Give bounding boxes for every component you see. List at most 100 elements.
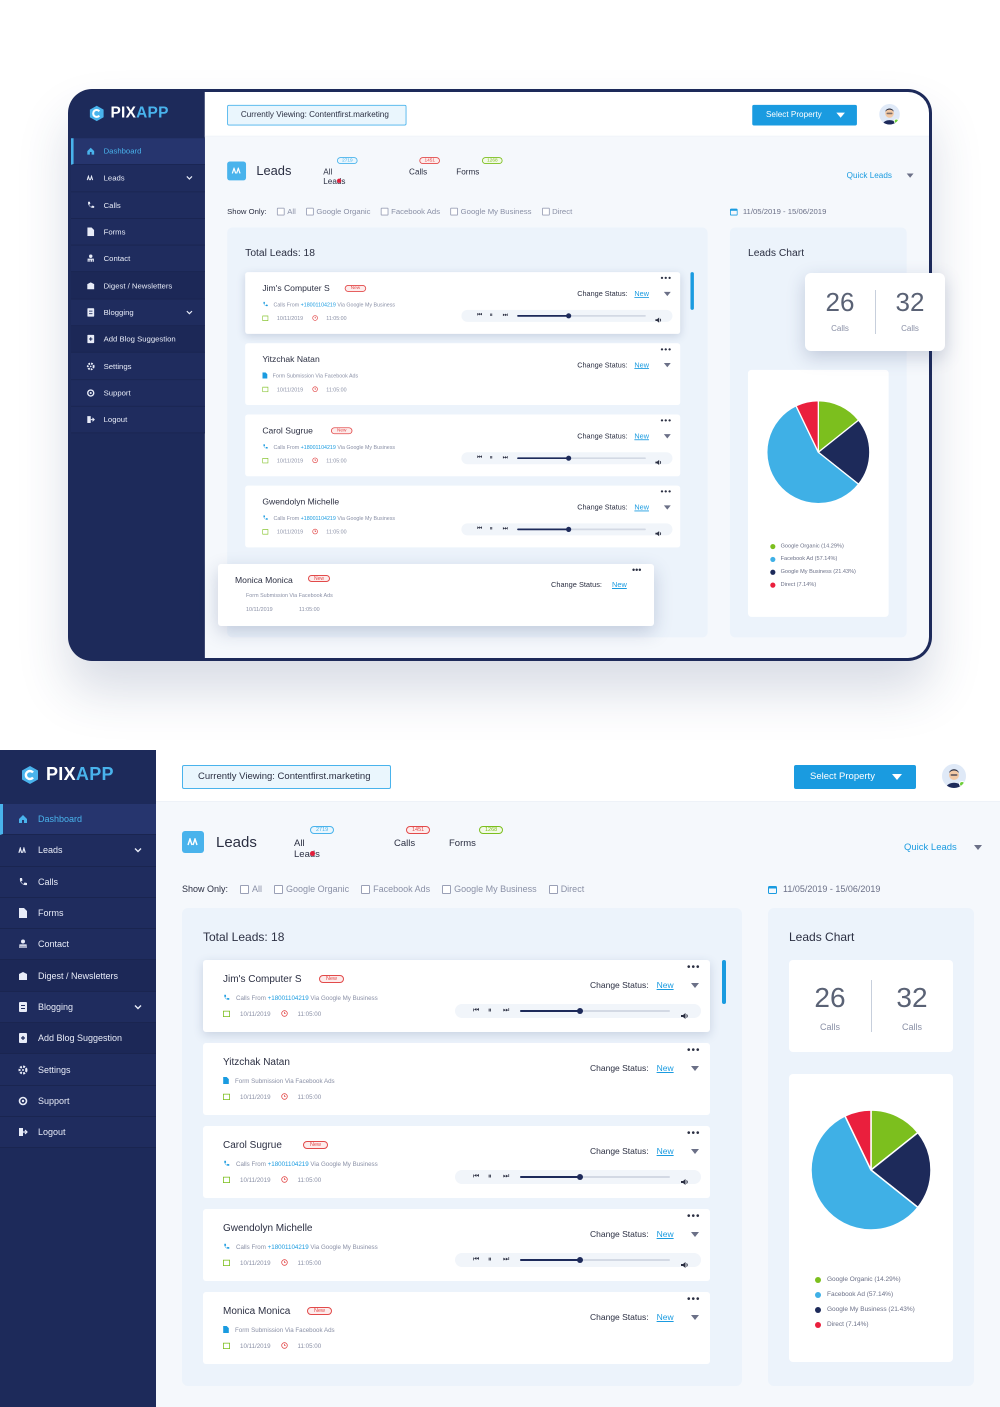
sidebar-item-settings[interactable]: Settings — [0, 1054, 156, 1086]
volume-icon[interactable] — [681, 1007, 689, 1019]
audio-progress-knob[interactable] — [566, 313, 572, 319]
filter-checkbox-direct[interactable]: Direct — [548, 884, 584, 894]
phone-number[interactable]: +18001104219 — [300, 515, 336, 522]
status-caret-icon[interactable] — [663, 291, 671, 297]
sidebar-item-digest-newsletters[interactable]: Digest / Newsletters — [0, 960, 156, 992]
more-options-icon[interactable]: ••• — [687, 1128, 701, 1139]
tab-all-leads[interactable]: All Leads 2719 — [323, 157, 358, 186]
pause-icon[interactable]: ⏸ — [489, 454, 493, 461]
tab-calls[interactable]: Calls 1451 — [394, 826, 431, 849]
volume-icon[interactable] — [655, 312, 662, 323]
volume-icon[interactable] — [655, 526, 662, 537]
tab-calls[interactable]: Calls 1451 — [409, 157, 441, 177]
chevron-down-icon[interactable] — [134, 1003, 142, 1011]
status-value-link[interactable]: New — [656, 1146, 674, 1156]
volume-icon[interactable] — [655, 455, 662, 466]
pause-icon[interactable]: ⏸ — [488, 1173, 492, 1180]
next-icon[interactable]: ⏭ — [503, 1007, 510, 1014]
floating-lead-card[interactable]: Monica Monica New Form Submission Via Face… — [218, 564, 654, 626]
audio-progress-track[interactable] — [517, 526, 646, 532]
sidebar-item-calls[interactable]: Calls — [0, 866, 156, 898]
sidebar-item-add-blog-suggestion[interactable]: Add Blog Suggestion — [0, 1023, 156, 1055]
status-caret-icon[interactable] — [663, 363, 671, 368]
more-options-icon[interactable]: ••• — [660, 487, 673, 497]
quick-leads-dropdown[interactable]: Quick Leads — [847, 171, 914, 180]
sidebar-item-digest-newsletters[interactable]: Digest / Newsletters — [71, 272, 205, 300]
sidebar-item-forms[interactable]: Forms — [0, 897, 156, 930]
currently-viewing-box[interactable]: Currently Viewing: Contentfirst.marketin… — [227, 104, 407, 126]
filter-checkbox-google-my-business[interactable]: Google My Business — [442, 884, 537, 894]
pie-slice-direct[interactable] — [795, 400, 819, 453]
more-options-icon[interactable]: ••• — [687, 1294, 701, 1305]
lead-card[interactable]: Jim's Computer S New Calls From +180011042… — [245, 272, 681, 334]
audio-progress-knob[interactable] — [566, 526, 572, 532]
audio-progress-track[interactable] — [517, 313, 646, 319]
pause-icon[interactable]: ⏸ — [489, 525, 493, 532]
filter-checkbox-facebook-ads[interactable]: Facebook Ads — [361, 884, 430, 894]
chevron-down-icon[interactable] — [186, 309, 193, 316]
avatar[interactable] — [942, 764, 966, 788]
filter-checkbox-all[interactable]: All — [276, 207, 296, 215]
status-value-link[interactable]: New — [656, 1312, 674, 1322]
pie-slice-facebook-ad[interactable] — [810, 1114, 919, 1231]
lead-card[interactable]: Gwendolyn Michelle Calls From +1800110421… — [245, 485, 681, 548]
next-icon[interactable]: ⏭ — [502, 312, 508, 319]
select-property-button[interactable]: Select Property — [752, 104, 857, 126]
status-value-link[interactable]: New — [634, 431, 649, 441]
status-value-link[interactable]: New — [634, 502, 649, 512]
audio-progress-track[interactable] — [520, 1257, 670, 1263]
next-icon[interactable]: ⏭ — [502, 525, 508, 532]
pause-icon[interactable]: ⏸ — [489, 312, 493, 319]
lead-card[interactable]: Monica Monica New Form Submission Via Face… — [203, 1292, 710, 1364]
prev-icon[interactable]: ⏮ — [473, 1256, 480, 1263]
status-value-link[interactable]: New — [634, 360, 649, 370]
audio-progress-knob[interactable] — [577, 1174, 583, 1180]
pie-slice-google-my-business[interactable] — [869, 1131, 932, 1209]
status-value-link[interactable]: New — [612, 580, 627, 589]
status-caret-icon[interactable] — [691, 1232, 699, 1237]
lead-card[interactable]: Gwendolyn Michelle Calls From +1800110421… — [203, 1209, 710, 1281]
avatar[interactable] — [879, 104, 900, 125]
pause-icon[interactable]: ⏸ — [488, 1007, 492, 1014]
sidebar-item-blogging[interactable]: Blogging — [71, 299, 205, 327]
sidebar-item-leads[interactable]: Leads — [71, 165, 205, 192]
audio-progress-knob[interactable] — [566, 455, 572, 461]
prev-icon[interactable]: ⏮ — [476, 454, 483, 461]
next-icon[interactable]: ⏭ — [502, 454, 508, 461]
sidebar-item-dashboard[interactable]: Dashboard — [71, 138, 205, 166]
currently-viewing-box[interactable]: Currently Viewing: Contentfirst.marketin… — [182, 765, 391, 789]
status-caret-icon[interactable] — [663, 505, 671, 510]
audio-progress-knob[interactable] — [577, 1008, 583, 1014]
phone-number[interactable]: +18001104219 — [267, 1244, 309, 1251]
tab-all-leads[interactable]: All Leads 2719 — [294, 826, 335, 860]
next-icon[interactable]: ⏭ — [503, 1256, 510, 1263]
next-icon[interactable]: ⏭ — [503, 1173, 510, 1180]
sidebar-item-blogging[interactable]: Blogging — [0, 991, 156, 1024]
status-caret-icon[interactable] — [691, 1149, 699, 1154]
prev-icon[interactable]: ⏮ — [473, 1173, 480, 1180]
sidebar-item-settings[interactable]: Settings — [71, 353, 205, 380]
quick-leads-dropdown[interactable]: Quick Leads — [904, 842, 982, 853]
status-value-link[interactable]: New — [656, 980, 674, 990]
lead-card[interactable]: Yitzchak Natan Form Submission Via Facebo… — [245, 343, 681, 406]
status-caret-icon[interactable] — [663, 434, 671, 439]
filter-checkbox-google-my-business[interactable]: Google My Business — [450, 207, 531, 215]
sidebar-item-dashboard[interactable]: Dashboard — [0, 804, 156, 836]
status-value-link[interactable]: New — [656, 1229, 674, 1239]
pie-slice-direct[interactable] — [843, 1109, 872, 1171]
sidebar-item-support[interactable]: Support — [71, 379, 205, 407]
phone-number[interactable]: +18001104219 — [300, 302, 336, 309]
sidebar-item-logout[interactable]: Logout — [0, 1116, 156, 1149]
prev-icon[interactable]: ⏮ — [476, 312, 483, 319]
status-caret-icon[interactable] — [691, 983, 699, 988]
audio-progress-track[interactable] — [520, 1174, 670, 1180]
select-property-button[interactable]: Select Property — [794, 765, 916, 789]
prev-icon[interactable]: ⏮ — [473, 1007, 480, 1014]
status-caret-icon[interactable] — [691, 1066, 699, 1071]
date-range[interactable]: 11/05/2019 - 15/06/2019 — [729, 207, 826, 215]
status-caret-icon[interactable] — [691, 1315, 699, 1320]
more-options-icon[interactable]: ••• — [687, 962, 701, 973]
tab-forms[interactable]: Forms 1268 — [456, 157, 503, 177]
more-options-icon[interactable]: ••• — [687, 1045, 701, 1056]
more-options-icon[interactable]: ••• — [660, 344, 673, 355]
